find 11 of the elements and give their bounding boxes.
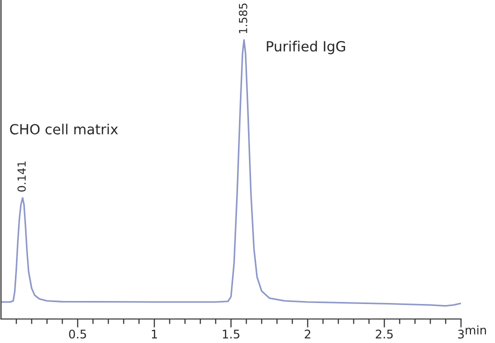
annotation: CHO cell matrix bbox=[10, 124, 118, 134]
x-axis-title: min bbox=[466, 325, 486, 334]
x-tick-label: 3 bbox=[458, 330, 464, 339]
annotation: 1.585 bbox=[238, 4, 248, 34]
x-tick-label: 0.5 bbox=[69, 330, 86, 339]
x-tick-label: 1 bbox=[152, 330, 157, 338]
annotation: 0.141 bbox=[17, 162, 26, 192]
x-tick-label: 2 bbox=[304, 330, 310, 338]
x-tick-label: 2.5 bbox=[376, 330, 393, 339]
x-tick-label: 1.5 bbox=[222, 330, 240, 339]
annotation: Purified IgG bbox=[266, 40, 346, 54]
